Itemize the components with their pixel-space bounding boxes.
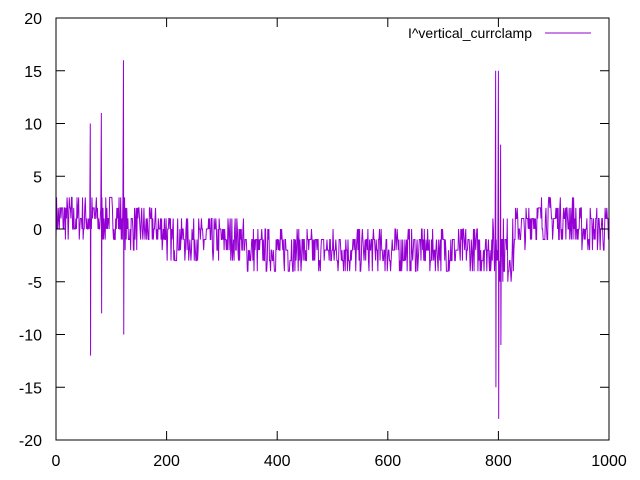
x-tick-label: 600 [374, 453, 401, 470]
x-tick-label: 400 [264, 453, 291, 470]
x-tick-label: 1000 [591, 453, 627, 470]
y-tick-label: 0 [33, 222, 42, 239]
y-tick-label: 5 [33, 169, 42, 186]
x-tick-label: 0 [52, 453, 61, 470]
x-tick-label: 200 [153, 453, 180, 470]
legend: I^vertical_currclamp [408, 25, 591, 41]
y-tick-label: -15 [19, 380, 42, 397]
y-tick-label: 10 [24, 117, 42, 134]
y-tick-label: -10 [19, 328, 42, 345]
y-axis: -20 -15 -10 -5 0 5 10 15 20 [19, 11, 609, 450]
y-tick-label: -5 [28, 275, 42, 292]
y-tick-label: 15 [24, 64, 42, 81]
y-tick-label: 20 [24, 11, 42, 28]
legend-label: I^vertical_currclamp [408, 25, 532, 41]
series-line [55, 60, 609, 419]
series-lines [55, 60, 609, 419]
y-tick-label: -20 [19, 433, 42, 450]
x-axis: 0 200 400 600 800 1000 [52, 18, 627, 470]
x-tick-label: 800 [485, 453, 512, 470]
